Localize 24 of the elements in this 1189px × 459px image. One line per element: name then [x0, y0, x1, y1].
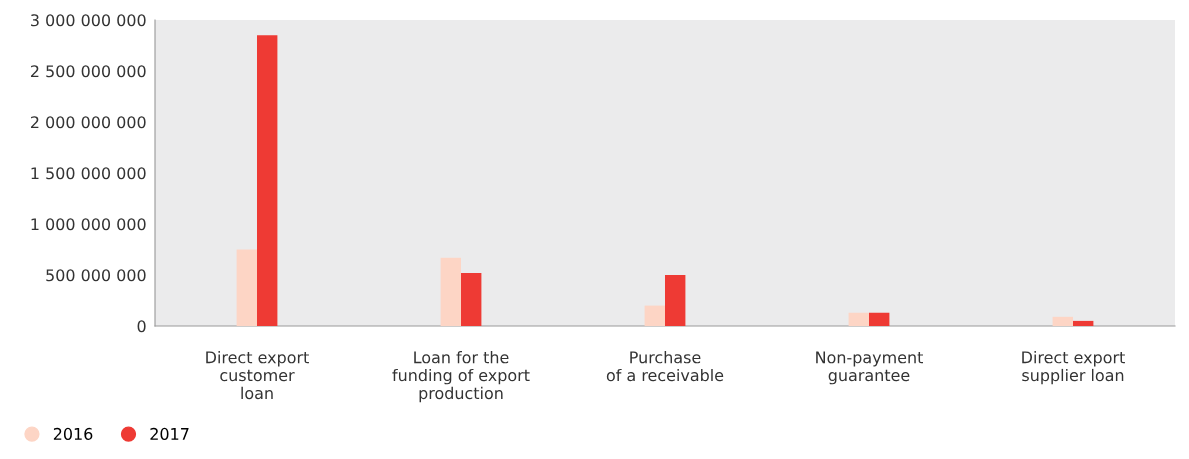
legend-label: 2017 — [150, 427, 189, 440]
bar — [1073, 320, 1094, 326]
y-tick-label: 1 500 000 000 — [31, 167, 146, 180]
y-tick-label: 500 000 000 — [46, 269, 146, 282]
bar — [1052, 316, 1073, 326]
y-tick-label: 0 — [137, 320, 146, 333]
y-tick-label: 1 000 000 000 — [31, 218, 146, 231]
x-tick-label: Purchase of a receivable — [606, 351, 724, 382]
legend-label: 2016 — [53, 427, 93, 440]
x-tick-label: Loan for the funding of export production — [392, 351, 530, 403]
bar — [665, 275, 686, 326]
x-tick-label: Direct export supplier loan — [1022, 351, 1125, 385]
y-tick-label: 2 000 000 000 — [30, 116, 146, 129]
x-tick-label: Non-payment guarantee — [816, 351, 923, 385]
y-tick-label: 3 000 000 000 — [31, 14, 146, 27]
y-tick-label: 2 500 000 000 — [30, 65, 146, 78]
bar — [869, 312, 890, 326]
bar — [644, 305, 665, 326]
bar — [440, 257, 461, 326]
bar — [236, 249, 257, 326]
bar — [848, 312, 869, 326]
x-tick-label: Direct export customer loan — [206, 351, 309, 400]
bar — [257, 35, 278, 326]
bar — [461, 272, 482, 326]
